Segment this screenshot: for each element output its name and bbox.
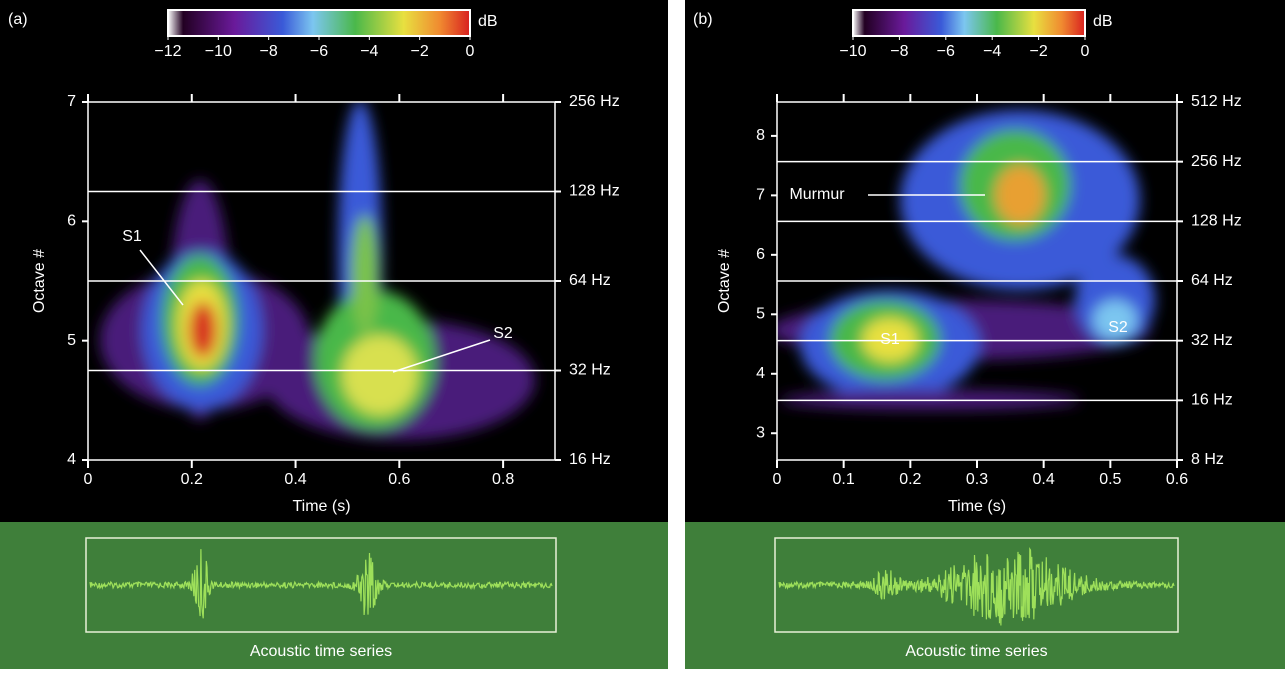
annotation: S1 xyxy=(122,228,142,245)
trace-label: Acoustic time series xyxy=(905,643,1047,660)
colorbar xyxy=(168,10,470,36)
annotation: S2 xyxy=(1108,319,1128,336)
colorbar-tick-label: −6 xyxy=(310,43,328,60)
colorbar-unit: dB xyxy=(478,13,498,30)
y-tick-label: 5 xyxy=(67,332,76,349)
colorbar-tick-label: −8 xyxy=(890,43,908,60)
y2-tick-label: 128 Hz xyxy=(1191,213,1242,230)
x-tick-label: 0.6 xyxy=(1166,471,1188,488)
x-tick-label: 0.3 xyxy=(966,471,988,488)
y-tick-label: 4 xyxy=(756,365,765,382)
y2-tick-label: 256 Hz xyxy=(569,93,620,110)
y2-tick-label: 128 Hz xyxy=(569,183,620,200)
colorbar xyxy=(853,10,1085,36)
y-tick-label: 5 xyxy=(756,306,765,323)
annotation: Murmur xyxy=(789,186,845,203)
y2-tick-label: 512 Hz xyxy=(1191,93,1242,110)
colorbar-tick-label: −2 xyxy=(1029,43,1047,60)
y-tick-label: 6 xyxy=(67,213,76,230)
x-tick-label: 0 xyxy=(773,471,782,488)
y2-tick-label: 32 Hz xyxy=(569,362,611,379)
y2-tick-label: 16 Hz xyxy=(1191,392,1233,409)
y-tick-label: 3 xyxy=(756,424,765,441)
x-tick-label: 0.2 xyxy=(899,471,921,488)
x-axis-label: Time (s) xyxy=(292,498,350,515)
y-tick-label: 6 xyxy=(756,246,765,263)
x-tick-label: 0.4 xyxy=(1033,471,1055,488)
y-tick-label: 4 xyxy=(67,451,76,468)
x-tick-label: 0.8 xyxy=(492,471,514,488)
y2-tick-label: 64 Hz xyxy=(569,272,611,289)
panel-label: (a) xyxy=(8,11,28,28)
colorbar-tick-label: −4 xyxy=(983,43,1001,60)
x-tick-label: 0.1 xyxy=(833,471,855,488)
x-tick-label: 0.5 xyxy=(1099,471,1121,488)
colorbar-tick-label: −12 xyxy=(154,43,181,60)
y-tick-label: 7 xyxy=(756,187,765,204)
colorbar-tick-label: −10 xyxy=(205,43,232,60)
x-tick-label: 0.2 xyxy=(181,471,203,488)
figure: (a) dB −12 −10 −8 −6 −4 −2 0 0 0.2 0.4 0.6 0.8 4 5 6 7 16 … xyxy=(0,0,1285,669)
trace-label: Acoustic time series xyxy=(250,643,392,660)
y2-tick-label: 256 Hz xyxy=(1191,153,1242,170)
colorbar-tick-label: −6 xyxy=(937,43,955,60)
annotation: S2 xyxy=(493,325,513,342)
colorbar-tick-label: −10 xyxy=(839,43,866,60)
colorbar-tick-label: 0 xyxy=(466,43,475,60)
x-tick-label: 0.4 xyxy=(284,471,306,488)
y2-tick-label: 64 Hz xyxy=(1191,272,1233,289)
y2-tick-label: 32 Hz xyxy=(1191,332,1233,349)
y2-tick-label: 8 Hz xyxy=(1191,451,1224,468)
x-axis-label: Time (s) xyxy=(948,498,1006,515)
annotation: S1 xyxy=(880,331,900,348)
y-tick-label: 7 xyxy=(67,93,76,110)
page: (a) dB −12 −10 −8 −6 −4 −2 0 0 0.2 0.4 0.6 0.8 4 5 6 7 16 … xyxy=(0,0,1285,669)
colorbar-tick-label: 0 xyxy=(1081,43,1090,60)
panel-label: (b) xyxy=(693,11,713,28)
panel-bg xyxy=(0,0,668,522)
y-axis-label: Octave # xyxy=(716,249,733,313)
y-axis-label: Octave # xyxy=(31,249,48,313)
y-tick-label: 8 xyxy=(756,127,765,144)
colorbar-tick-label: −8 xyxy=(260,43,278,60)
colorbar-tick-label: −4 xyxy=(360,43,378,60)
y2-tick-label: 16 Hz xyxy=(569,451,611,468)
colorbar-unit: dB xyxy=(1093,13,1113,30)
x-tick-label: 0.6 xyxy=(388,471,410,488)
x-tick-label: 0 xyxy=(84,471,93,488)
colorbar-tick-label: −2 xyxy=(411,43,429,60)
